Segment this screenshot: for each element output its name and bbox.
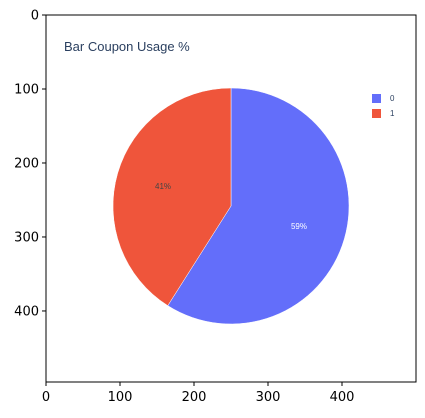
y-tick-label: 400 [14,304,39,319]
x-tick-label: 400 [330,390,355,405]
pie-slice-0 [167,87,350,325]
y-tick-label: 200 [14,156,39,171]
pie-slice-1 [112,87,232,306]
y-tick-label: 100 [14,82,39,97]
axes-frame [45,14,417,383]
x-tick-label: 300 [256,390,281,405]
x-tick-label: 0 [42,390,50,405]
legend-label-1[interactable]: 1 [390,109,395,118]
legend: 01 [372,94,395,118]
slice-labels: 59% 41% [155,182,307,231]
pie-chart [112,87,350,325]
legend-swatch-0[interactable] [372,94,381,103]
x-tick-label: 200 [182,390,207,405]
y-tick-label: 300 [14,230,39,245]
chart-title: Bar Coupon Usage % [64,39,190,54]
legend-label-0[interactable]: 0 [390,94,395,103]
legend-swatch-1[interactable] [372,109,381,118]
slice-label-1: 41% [155,182,171,191]
y-tick-label: 0 [31,9,39,24]
y-axis: 0 100 200 300 400 [14,9,46,319]
slice-label-0: 59% [291,222,307,231]
x-tick-label: 100 [108,390,133,405]
x-axis: 0 100 200 300 400 [42,382,355,405]
